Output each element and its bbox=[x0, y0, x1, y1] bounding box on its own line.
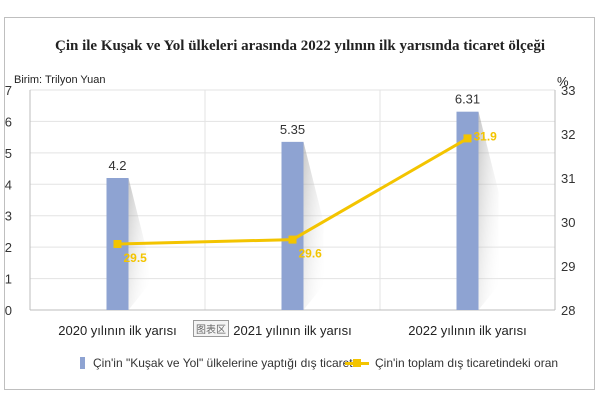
left-tick-label: 3 bbox=[5, 209, 12, 224]
left-tick-label: 4 bbox=[5, 177, 12, 192]
right-tick-label: 28 bbox=[561, 303, 575, 318]
bar bbox=[281, 141, 304, 310]
line-point bbox=[113, 240, 122, 248]
left-tick-label: 1 bbox=[5, 272, 12, 287]
left-tick-label: 7 bbox=[5, 83, 12, 98]
right-axis-unit: % bbox=[557, 74, 569, 89]
left-tick-label: 0 bbox=[5, 303, 12, 318]
line-value-label: 29.5 bbox=[124, 251, 148, 265]
category-label: 2020 yılının ilk yarısı bbox=[58, 323, 177, 338]
bar-value-label: 5.35 bbox=[280, 122, 305, 137]
line-point bbox=[288, 235, 297, 244]
chart-title: Çin ile Kuşak ve Yol ülkeleri arasında 2… bbox=[54, 38, 546, 54]
left-tick-label: 2 bbox=[5, 240, 12, 255]
category-label: 2022 yılının ilk yarısı bbox=[408, 323, 527, 338]
right-tick-label: 33 bbox=[561, 83, 575, 98]
chart-frame bbox=[4, 17, 595, 390]
right-tick-label: 29 bbox=[561, 259, 575, 274]
bar-value-label: 6.31 bbox=[455, 92, 480, 107]
category-label: 2021 yılının ilk yarısı bbox=[233, 323, 352, 338]
unit-label: Birim: Trilyon Yuan bbox=[14, 74, 106, 86]
right-tick-label: 32 bbox=[561, 127, 575, 142]
bar-shadow bbox=[478, 111, 499, 310]
bar bbox=[456, 111, 479, 310]
left-tick-label: 6 bbox=[5, 114, 12, 129]
line-swatch bbox=[345, 358, 369, 367]
line-value-label: 29.6 bbox=[299, 247, 323, 261]
line-value-label: 31.9 bbox=[474, 129, 498, 143]
legend-label-line-series: Çin'in toplam dış ticaretindeki oran bbox=[375, 356, 559, 370]
legend-label-bar-series: Çin'in "Kuşak ve Yol" ülkelerine yaptığı… bbox=[93, 356, 353, 370]
legend-item-line-series: Çin'in toplam dış ticaretindeki oran bbox=[345, 356, 558, 370]
bar-value-label: 4.2 bbox=[108, 158, 126, 173]
chart-area-watermark: 图表区 bbox=[193, 320, 229, 337]
bar-swatch bbox=[80, 357, 85, 369]
line-point bbox=[463, 134, 472, 143]
right-tick-label: 31 bbox=[561, 171, 575, 186]
right-tick-label: 30 bbox=[561, 215, 575, 230]
left-tick-label: 5 bbox=[5, 146, 12, 161]
legend-item-bar-series: Çin'in "Kuşak ve Yol" ülkelerine yaptığı… bbox=[80, 356, 353, 370]
